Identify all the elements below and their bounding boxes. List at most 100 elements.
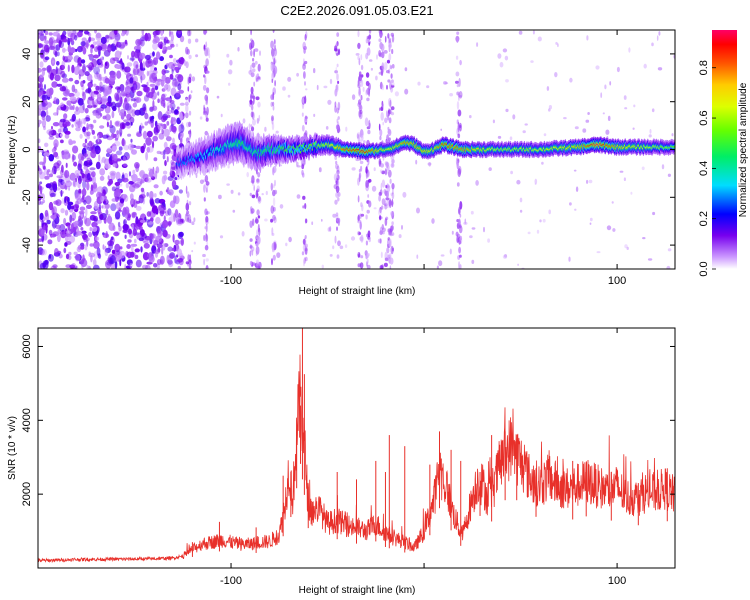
streak-cell <box>335 124 340 130</box>
noise-cell <box>68 153 71 159</box>
streak-cell <box>382 121 385 126</box>
streak-cell <box>378 50 382 57</box>
scatter-cell <box>600 92 603 99</box>
noise-cell <box>52 122 60 127</box>
noise-cell <box>121 138 125 147</box>
streak-cell <box>384 117 388 124</box>
streak-cell <box>185 261 190 265</box>
streak-cell <box>366 35 369 40</box>
noise-cell <box>38 67 43 73</box>
noise-cell <box>81 59 86 64</box>
scatter-cell <box>325 126 329 130</box>
noise-cell <box>92 41 97 46</box>
noise-cell <box>127 55 129 60</box>
noise-cell <box>157 230 163 238</box>
scatter-cell <box>360 202 363 208</box>
noise-cell <box>42 262 47 268</box>
streak-cell <box>387 228 390 233</box>
scatter-cell <box>563 117 567 120</box>
scatter-cell <box>643 63 647 69</box>
noise-cell <box>122 229 128 233</box>
noise-cell <box>127 133 132 137</box>
noise-cell <box>56 34 61 39</box>
scatter-cell <box>611 201 614 204</box>
noise-cell <box>85 207 88 217</box>
streak-cell <box>186 191 190 199</box>
noise-cell <box>153 77 158 82</box>
streak-cell <box>250 30 252 36</box>
streak-cell <box>360 95 363 101</box>
streak-cell <box>187 86 190 92</box>
streak-cell <box>256 77 259 82</box>
noise-cell <box>56 83 63 87</box>
streak-cell <box>273 242 276 250</box>
streak-cell <box>301 251 305 256</box>
noise-cell <box>41 119 47 128</box>
noise-cell <box>39 73 44 78</box>
noise-cell <box>116 60 121 64</box>
noise-cell <box>169 125 172 133</box>
noise-cell <box>50 192 56 197</box>
noise-cell <box>93 104 97 108</box>
streak-cell <box>271 48 275 57</box>
streak-cell <box>188 94 192 100</box>
streak-cell <box>334 70 338 74</box>
streak-cell <box>386 183 389 187</box>
noise-cell <box>120 58 123 65</box>
streak-cell <box>335 66 338 75</box>
streak-cell <box>188 30 192 37</box>
streak-cell <box>360 234 364 243</box>
streak-cell <box>250 50 253 57</box>
streak-cell <box>359 110 363 115</box>
streak-cell <box>336 63 339 68</box>
streak-cell <box>304 60 308 65</box>
noise-cell <box>120 91 127 97</box>
noise-cell <box>114 211 121 220</box>
noise-cell <box>43 51 49 55</box>
streak-cell <box>455 80 459 84</box>
streak-cell <box>304 34 307 41</box>
noise-cell <box>100 113 103 117</box>
streak-cell <box>366 209 370 214</box>
scatter-cell <box>337 197 340 202</box>
streak-cell <box>271 78 274 83</box>
scatter-cell <box>667 173 672 177</box>
noise-cell <box>130 143 134 152</box>
scatter-cell <box>248 70 253 75</box>
streak-cell <box>380 44 383 49</box>
noise-cell <box>163 141 168 149</box>
noise-cell <box>80 120 83 128</box>
noise-cell <box>65 230 72 234</box>
noise-cell <box>99 214 104 220</box>
noise-cell <box>69 47 76 54</box>
noise-cell <box>88 37 91 44</box>
streak-cell <box>249 260 253 266</box>
scatter-cell <box>587 112 590 115</box>
streak-cell <box>334 48 338 52</box>
streak-cell <box>391 183 395 190</box>
noise-cell <box>38 83 42 89</box>
noise-cell <box>163 84 169 89</box>
noise-cell <box>154 170 158 180</box>
noise-cell <box>38 108 42 116</box>
streak-cell <box>367 169 370 177</box>
streak-cell <box>304 95 307 104</box>
streak-cell <box>334 235 337 244</box>
noise-cell <box>107 95 112 105</box>
streak-cell <box>335 185 340 193</box>
noise-cell <box>84 30 89 35</box>
noise-cell <box>58 181 60 187</box>
scatter-cell <box>332 245 335 250</box>
noise-cell <box>124 66 131 73</box>
streak-cell <box>273 65 278 75</box>
noise-cell <box>116 40 119 47</box>
noise-cell <box>86 157 92 164</box>
noise-cell <box>127 155 130 159</box>
noise-cell <box>145 151 149 161</box>
streak-cell <box>304 247 308 252</box>
scatter-cell <box>626 246 629 250</box>
streak-cell <box>252 57 255 62</box>
noise-cell <box>168 260 174 268</box>
noise-cell <box>43 84 47 90</box>
streak-cell <box>251 194 256 199</box>
